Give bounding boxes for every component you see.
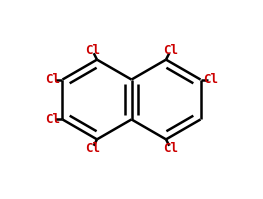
Text: Cl: Cl <box>203 73 218 86</box>
Text: Cl: Cl <box>45 113 60 126</box>
Text: Cl: Cl <box>45 73 60 86</box>
Text: Cl: Cl <box>85 44 100 58</box>
Text: Cl: Cl <box>163 44 178 58</box>
Text: Cl: Cl <box>163 141 178 155</box>
Text: Cl: Cl <box>85 141 100 155</box>
